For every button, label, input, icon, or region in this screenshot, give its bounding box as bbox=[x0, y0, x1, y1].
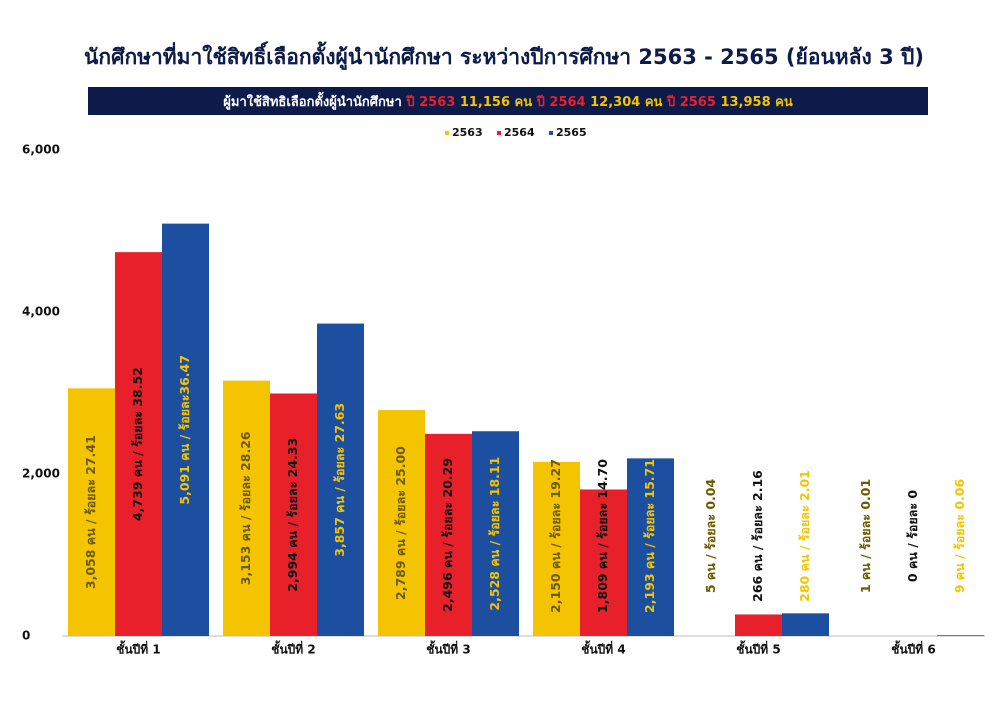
legend-swatch bbox=[549, 131, 553, 135]
bar bbox=[425, 433, 472, 636]
value-label: 280 คน / ร้อยละ 2.01 bbox=[797, 470, 812, 602]
value-label: 266 คน / ร้อยละ 2.16 bbox=[750, 470, 765, 602]
subtitle-part: 13,958 คน bbox=[720, 95, 792, 110]
subtitle-part: 12,304 คน bbox=[590, 95, 667, 110]
chart-title: นักศึกษาที่มาใช้สิทธิ์เลือกตั้งผู้นำนักศ… bbox=[84, 41, 924, 71]
y-tick-label: 0 bbox=[22, 629, 30, 643]
legend-swatch bbox=[445, 131, 449, 135]
bar bbox=[162, 223, 209, 636]
value-label: 9 คน / ร้อยละ 0.06 bbox=[952, 479, 967, 594]
legend-label: 2564 bbox=[504, 126, 535, 139]
bar bbox=[68, 388, 115, 636]
y-tick-label: 6,000 bbox=[22, 143, 60, 157]
value-label: 0 คน / ร้อยละ 0 bbox=[905, 490, 920, 582]
subtitle-part: ปี 2563 bbox=[405, 94, 460, 110]
bar bbox=[533, 461, 580, 636]
value-label: 2,789 คน / ร้อยละ 25.00 bbox=[393, 446, 408, 600]
subtitle-part: ปี 2564 bbox=[536, 94, 591, 110]
bar bbox=[580, 489, 627, 636]
value-label: 3,153 คน / ร้อยละ 28.26 bbox=[238, 431, 253, 585]
legend-label: 2565 bbox=[556, 126, 587, 139]
value-label: 2,193 คน / ร้อยละ 15.71 bbox=[642, 459, 657, 613]
value-label: 5 คน / ร้อยละ 0.04 bbox=[703, 479, 718, 594]
subtitle-banner bbox=[88, 87, 928, 115]
subtitle-part: ปี 2565 bbox=[666, 94, 721, 110]
x-tick-label: ชั้นปีที่ 1 bbox=[116, 640, 160, 657]
legend-swatch bbox=[497, 131, 501, 135]
value-label: 1 คน / ร้อยละ 0.01 bbox=[858, 479, 873, 593]
legend-label: 2563 bbox=[452, 126, 483, 139]
subtitle-part: ผู้มาใช้สิทธิเลือกตั้งผู้นำนักศึกษา bbox=[223, 91, 406, 110]
bar bbox=[782, 613, 829, 636]
bar bbox=[270, 393, 317, 636]
x-tick-label: ชั้นปีที่ 3 bbox=[426, 640, 470, 657]
value-label: 2,528 คน / ร้อยละ 18.11 bbox=[487, 457, 502, 611]
value-label: 3,857 คน / ร้อยละ 27.63 bbox=[332, 403, 347, 557]
bar bbox=[378, 410, 425, 636]
subtitle-part: 11,156 คน bbox=[460, 95, 537, 110]
value-label: 2,150 คน / ร้อยละ 19.27 bbox=[548, 459, 563, 613]
value-label: 3,058 คน / ร้อยละ 27.41 bbox=[83, 435, 98, 589]
bar bbox=[627, 458, 674, 636]
bar bbox=[472, 431, 519, 636]
x-tick-label: ชั้นปีที่ 6 bbox=[891, 640, 935, 657]
x-tick-label: ชั้นปีที่ 2 bbox=[271, 640, 315, 657]
bar bbox=[115, 252, 162, 637]
y-tick-label: 2,000 bbox=[22, 467, 60, 481]
bar bbox=[223, 380, 270, 636]
bar bbox=[735, 614, 782, 636]
value-label: 2,994 คน / ร้อยละ 24.33 bbox=[285, 438, 300, 592]
value-label: 5,091 คน / ร้อยละ36.47 bbox=[177, 355, 192, 505]
bar bbox=[937, 635, 984, 636]
x-tick-label: ชั้นปีที่ 4 bbox=[581, 640, 625, 657]
value-label: 1,809 คน / ร้อยละ 14.70 bbox=[595, 459, 610, 613]
x-tick-label: ชั้นปีที่ 5 bbox=[736, 640, 780, 657]
bar bbox=[317, 323, 364, 636]
y-tick-label: 4,000 bbox=[22, 305, 60, 319]
subtitle: ผู้มาใช้สิทธิเลือกตั้งผู้นำนักศึกษา ปี 2… bbox=[223, 91, 793, 110]
value-label: 4,739 คน / ร้อยละ 38.52 bbox=[130, 367, 145, 521]
value-label: 2,496 คน / ร้อยละ 20.29 bbox=[440, 458, 455, 612]
